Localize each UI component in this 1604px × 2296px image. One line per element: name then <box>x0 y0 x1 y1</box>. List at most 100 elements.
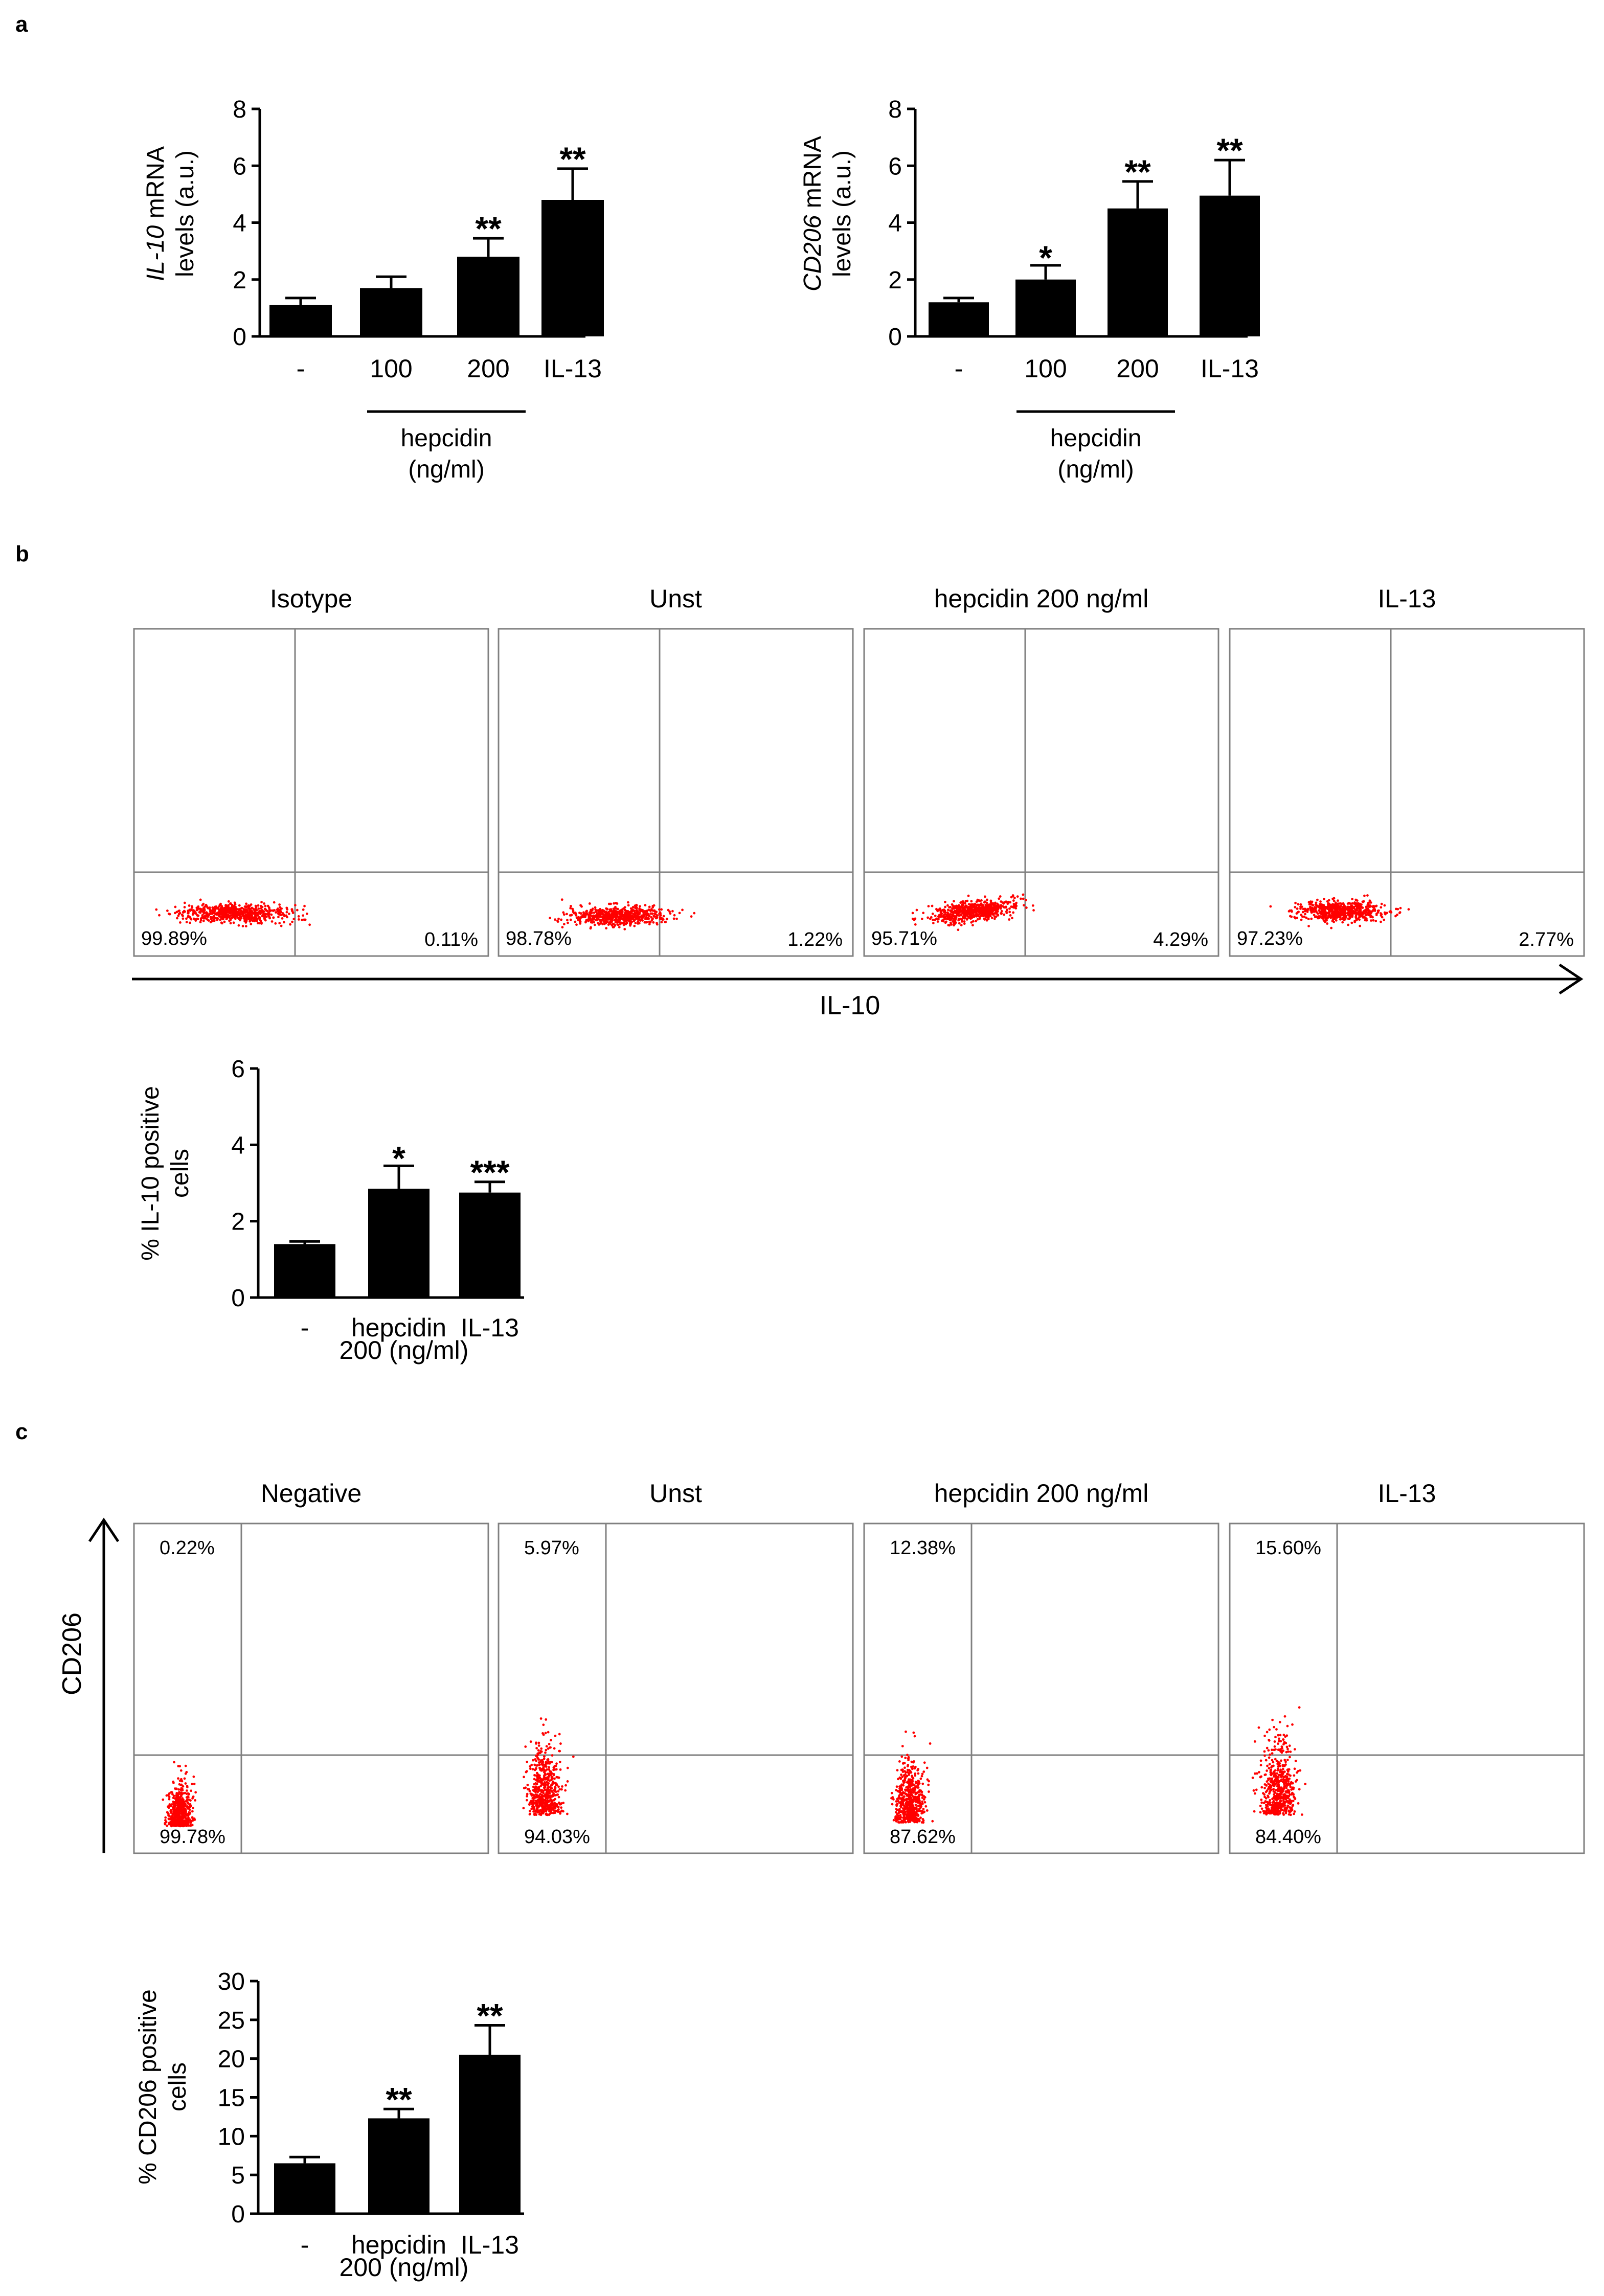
event-dot <box>956 910 959 913</box>
event-dot <box>184 1807 187 1810</box>
event-dot <box>308 923 311 926</box>
x-tick-label: IL-13 <box>1201 354 1259 383</box>
event-dot <box>1007 900 1010 903</box>
event-dot <box>182 1820 184 1823</box>
event-dot <box>1282 1781 1284 1783</box>
event-dot <box>924 1805 928 1808</box>
event-dot <box>630 916 634 919</box>
event-dot <box>550 1787 553 1790</box>
event-dot <box>1277 1742 1279 1745</box>
lower-left-percent: 87.62% <box>890 1826 956 1848</box>
event-dot <box>546 1772 549 1776</box>
event-dot <box>1368 899 1371 902</box>
event-dot <box>545 1748 548 1752</box>
event-dot <box>952 913 954 916</box>
event-dot <box>213 919 216 922</box>
event-dot <box>1291 1805 1294 1807</box>
event-dot <box>232 915 235 917</box>
event-dot <box>1016 895 1019 898</box>
plot-frame <box>863 628 1219 957</box>
event-dot <box>535 1801 538 1804</box>
event-dot <box>962 913 965 916</box>
event-dot <box>550 1789 553 1792</box>
event-dot <box>914 1786 917 1789</box>
event-dot <box>919 1803 922 1805</box>
event-dot <box>892 1798 895 1801</box>
event-dot <box>1341 906 1344 909</box>
significance-label: ** <box>1124 153 1151 191</box>
event-dot <box>526 1784 529 1786</box>
event-dot <box>908 1818 911 1821</box>
event-dot <box>1300 914 1303 916</box>
event-dot <box>1003 901 1006 904</box>
event-dot <box>982 910 985 913</box>
event-dot <box>532 1785 535 1788</box>
lower-left-percent: 98.78% <box>506 928 572 949</box>
event-dot <box>1365 914 1367 917</box>
event-dot <box>590 921 593 924</box>
event-dot <box>219 909 222 912</box>
event-dot <box>1266 1801 1269 1804</box>
event-dot <box>184 1803 187 1805</box>
event-dot <box>537 1811 540 1813</box>
event-dot <box>177 1803 180 1806</box>
event-dot <box>1272 1782 1274 1784</box>
event-dot <box>191 906 194 909</box>
event-dot <box>612 907 615 911</box>
event-dot <box>900 1788 903 1791</box>
event-dot <box>899 1784 902 1787</box>
event-dot <box>1278 1812 1281 1815</box>
event-dot <box>925 1809 929 1812</box>
event-dot <box>908 1797 911 1800</box>
event-dot <box>631 908 634 911</box>
event-dot <box>1270 1777 1273 1780</box>
event-dot <box>1312 910 1315 913</box>
event-dot <box>263 902 265 905</box>
event-dot <box>586 919 589 922</box>
event-dot <box>553 1777 556 1780</box>
event-dot <box>248 920 252 922</box>
event-dot <box>638 908 641 912</box>
event-dot <box>532 1789 535 1792</box>
event-dot <box>202 902 205 905</box>
event-dot <box>970 911 973 913</box>
event-dot <box>1354 902 1357 905</box>
event-dot <box>189 1804 192 1807</box>
bar <box>360 288 422 336</box>
event-dot <box>916 1817 919 1821</box>
event-dot <box>1273 1748 1276 1752</box>
event-dot <box>672 917 675 920</box>
event-dot <box>539 1792 542 1795</box>
event-dot <box>1330 926 1333 929</box>
event-dot <box>303 904 306 907</box>
event-dot <box>192 1806 194 1809</box>
event-dot <box>1304 913 1306 916</box>
event-dot <box>996 902 999 905</box>
event-dot <box>1303 915 1306 918</box>
event-dot <box>561 1785 563 1788</box>
event-dot <box>951 909 953 912</box>
event-dot <box>179 1783 183 1786</box>
event-dot <box>1396 907 1399 911</box>
event-dot <box>250 909 252 912</box>
event-dot <box>540 1798 544 1801</box>
event-dot <box>185 1819 188 1822</box>
event-dot <box>186 1789 188 1792</box>
event-dot <box>1267 1749 1270 1752</box>
event-dot <box>577 916 580 919</box>
event-dot <box>291 920 293 923</box>
event-dot <box>651 909 654 912</box>
event-dot <box>533 1768 536 1771</box>
event-dot <box>928 1780 930 1783</box>
event-dot <box>972 904 974 907</box>
event-dot <box>949 921 952 924</box>
event-dot <box>1263 1793 1266 1796</box>
event-dot <box>605 907 608 910</box>
event-dot <box>528 1803 531 1806</box>
event-dot <box>615 921 618 924</box>
event-dot <box>905 1799 908 1802</box>
event-dot <box>566 1780 569 1783</box>
